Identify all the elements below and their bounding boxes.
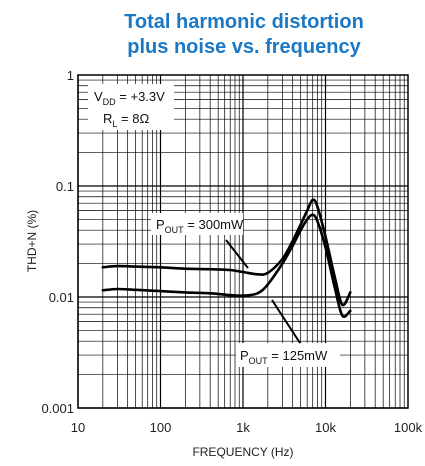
rl-label: RL = 8Ω: [103, 111, 149, 129]
series-group: [101, 198, 352, 318]
chart-title-line-2: plus noise vs. frequency: [127, 36, 361, 58]
y-tick-label: 1: [67, 68, 74, 83]
x-axis-label: FREQUENCY (Hz): [192, 445, 293, 459]
y-tick-label: 0.001: [41, 401, 74, 416]
x-tick-label: 10: [71, 420, 85, 435]
series-1-arrow: [225, 239, 249, 269]
series-line-2: [101, 213, 352, 318]
series-1-label-bg: [151, 213, 243, 235]
conditions-box: [88, 84, 174, 130]
x-tick-label: 1k: [236, 420, 250, 435]
tick-labels: 10 100 1k 10k 100k 0.001 0.01 0.1 1: [41, 68, 422, 435]
x-tick-label: 100k: [394, 420, 423, 435]
series-2-label: POUT = 125mW: [240, 348, 328, 366]
vdd-label: VDD = +3.3V: [94, 89, 165, 107]
y-tick-label: 0.01: [49, 290, 74, 305]
series-2-label-bg: [236, 343, 340, 367]
y-axis-label: THD+N (%): [25, 210, 39, 272]
x-tick-label: 100: [150, 420, 172, 435]
plot-frame: [77, 74, 409, 409]
x-tick-label: 10k: [315, 420, 336, 435]
y-tick-label: 0.1: [56, 179, 74, 194]
chart-title-line-1: Total harmonic distortion: [124, 11, 364, 33]
series-line-1: [101, 198, 352, 307]
series-1-label: POUT = 300mW: [156, 217, 244, 235]
series-2-arrow: [271, 299, 301, 344]
